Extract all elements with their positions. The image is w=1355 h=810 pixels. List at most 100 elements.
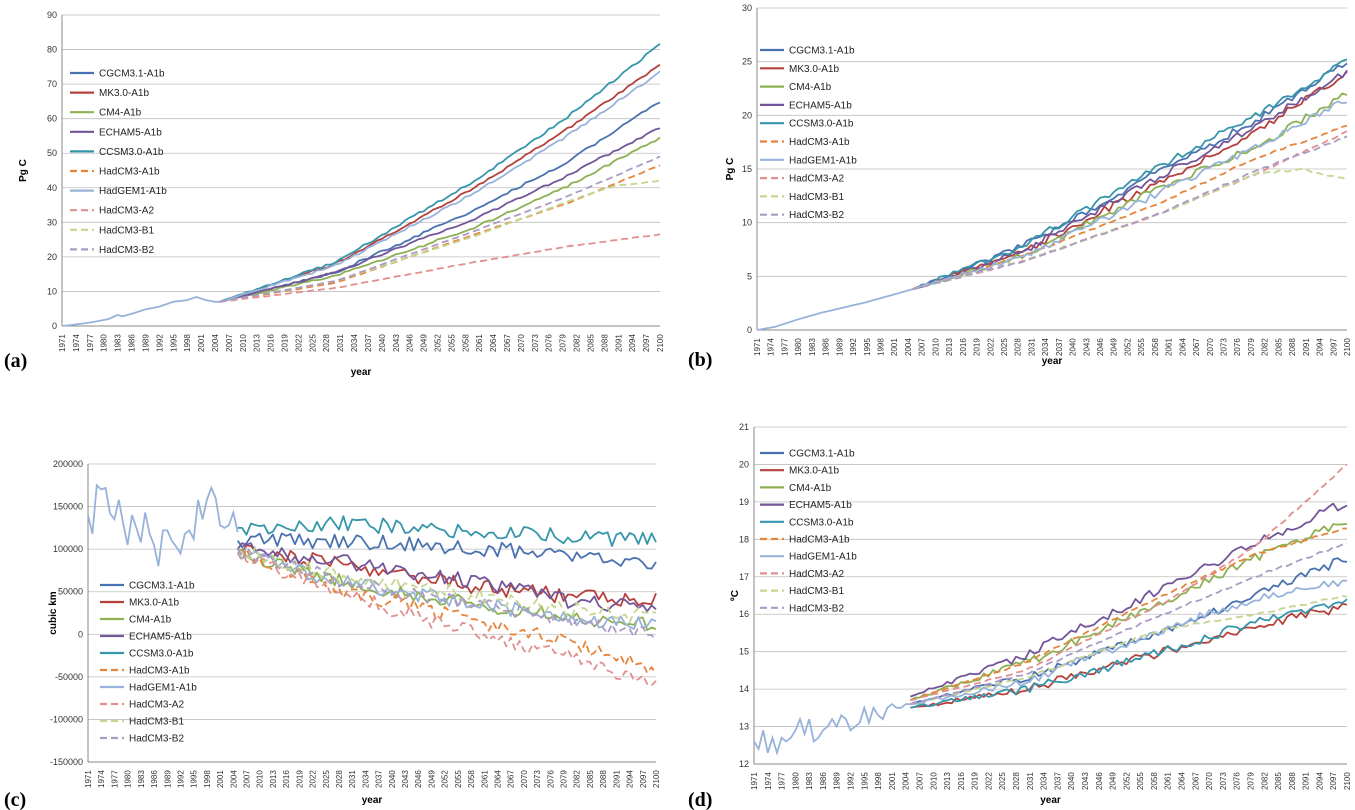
x-tick-label: 2079 — [1247, 338, 1256, 356]
legend-label: ECHAM5-A1b — [789, 100, 852, 111]
series-line-cgcm3-1-a1b — [219, 101, 661, 303]
x-tick-label: 2073 — [533, 770, 542, 788]
x-tick-label: 2037 — [375, 770, 384, 788]
series-line-hadgem1-a1b — [219, 70, 661, 303]
legend-item: CCSM3.0-A1b — [70, 147, 164, 158]
x-tick-label: 2100 — [656, 334, 665, 352]
x-tick-label: 1995 — [190, 770, 199, 788]
x-tick-label: 1971 — [753, 338, 762, 356]
x-tick-label: 2064 — [493, 770, 502, 788]
legend-item: HadCM3-A1b — [760, 137, 850, 148]
series-line-hadcm3-b1 — [219, 179, 661, 303]
legend-item: CGCM3.1-A1b — [100, 581, 195, 592]
x-tick-label: 1998 — [874, 772, 883, 790]
x-tick-label: 2007 — [243, 770, 252, 788]
series-line-ccsm3-0-a1b — [912, 58, 1348, 291]
legend-item: HadGEM1-A1b — [760, 155, 857, 166]
x-tick-label: 2052 — [1123, 338, 1132, 356]
y-tick-label: 10 — [742, 218, 752, 228]
x-tick-label: 2061 — [1165, 338, 1174, 356]
x-tick-label: 2094 — [628, 334, 637, 352]
series-line-cm4-a1b — [219, 136, 661, 303]
y-tick-label: 30 — [742, 3, 752, 13]
x-tick-label: 2094 — [1315, 772, 1324, 790]
legend-item: HadCM3-B2 — [70, 245, 154, 256]
y-tick-label: 16 — [739, 609, 749, 619]
legend-item: CM4-A1b — [760, 82, 832, 93]
x-tick-label: 1983 — [137, 770, 146, 788]
legend-label: ECHAM5-A1b — [789, 500, 852, 511]
legend-item: HadGEM1-A1b — [760, 552, 857, 563]
y-tick-label: 50000 — [58, 587, 83, 597]
x-tick-label: 2070 — [1206, 338, 1215, 356]
panel-label: (b) — [688, 349, 712, 371]
x-tick-label: 1989 — [833, 772, 842, 790]
x-tick-label: 1977 — [86, 334, 95, 352]
x-tick-label: 2052 — [1122, 772, 1131, 790]
x-tick-label: 1980 — [791, 772, 800, 790]
x-tick-label: 2004 — [229, 770, 238, 788]
series-line-cgcm3-1-a1b — [236, 532, 657, 570]
legend-label: HadCM3-B2 — [99, 245, 154, 256]
legend-label: HadCM3-A1b — [99, 167, 160, 178]
x-tick-label: 2094 — [1316, 338, 1325, 356]
x-tick-label: 2073 — [531, 334, 540, 352]
legend-item: HadCM3-B2 — [760, 210, 844, 221]
x-tick-label: 1986 — [128, 334, 137, 352]
x-tick-label: 1977 — [780, 338, 789, 356]
y-tick-label: 21 — [739, 422, 749, 432]
x-tick-label: 2091 — [1302, 338, 1311, 356]
x-tick-label: 2049 — [1110, 338, 1119, 356]
series-line-hadcm3-b1 — [912, 167, 1348, 291]
y-axis-title: Pg C — [18, 159, 29, 182]
legend-item: MK3.0-A1b — [100, 598, 179, 609]
x-tick-label: 2100 — [1343, 338, 1352, 356]
x-tick-label: 2019 — [295, 770, 304, 788]
x-tick-label: 2040 — [1069, 338, 1078, 356]
x-tick-label: 2079 — [559, 334, 568, 352]
legend-item: HadCM3-A2 — [100, 700, 184, 711]
x-tick-label: 2028 — [322, 334, 331, 352]
x-tick-label: 1974 — [72, 334, 81, 352]
y-tick-label: 150000 — [53, 502, 83, 512]
legend-label: ECHAM5-A1b — [99, 127, 162, 138]
legend-item: ECHAM5-A1b — [70, 127, 162, 138]
legend-label: CGCM3.1-A1b — [129, 581, 195, 592]
legend-item: CCSM3.0-A1b — [100, 649, 194, 660]
x-tick-label: 2028 — [1014, 338, 1023, 356]
x-tick-label: 2043 — [392, 334, 401, 352]
legend-label: CCSM3.0-A1b — [129, 649, 194, 660]
x-tick-label: 2046 — [414, 770, 423, 788]
x-tick-label: 2028 — [1012, 772, 1021, 790]
x-tick-label: 2004 — [902, 772, 911, 790]
x-tick-label: 2082 — [573, 770, 582, 788]
y-tick-label: 80 — [47, 45, 57, 55]
series-line-echam5-a1b — [910, 502, 1348, 698]
x-tick-label: 2076 — [546, 770, 555, 788]
x-tick-label: 2082 — [1261, 338, 1270, 356]
x-tick-label: 2037 — [1053, 772, 1062, 790]
series-line-historical — [87, 483, 239, 567]
series-line-echam5-a1b — [236, 542, 657, 613]
x-tick-label: 2001 — [890, 338, 899, 356]
x-tick-label: 2097 — [639, 770, 648, 788]
x-tick-label: 2025 — [308, 334, 317, 352]
x-tick-label: 2037 — [364, 334, 373, 352]
x-tick-label: 2058 — [1150, 772, 1159, 790]
x-tick-label: 1986 — [822, 338, 831, 356]
x-axis-title: year — [351, 367, 372, 378]
y-tick-label: 10 — [47, 286, 57, 296]
x-tick-label: 2070 — [520, 770, 529, 788]
panel-label: (a) — [4, 350, 27, 372]
legend-label: HadGEM1-A1b — [129, 683, 197, 694]
x-tick-label: 1992 — [847, 772, 856, 790]
legend-item: HadCM3-A1b — [70, 167, 160, 178]
x-tick-label: 2019 — [973, 338, 982, 356]
x-tick-label: 2052 — [433, 334, 442, 352]
x-tick-label: 2043 — [1081, 772, 1090, 790]
legend-label: HadCM3-A2 — [789, 174, 844, 185]
y-tick-label: 50 — [47, 148, 57, 158]
legend-label: HadGEM1-A1b — [99, 186, 167, 197]
legend-label: HadCM3-A2 — [99, 206, 154, 217]
x-tick-label: 2085 — [1274, 338, 1283, 356]
